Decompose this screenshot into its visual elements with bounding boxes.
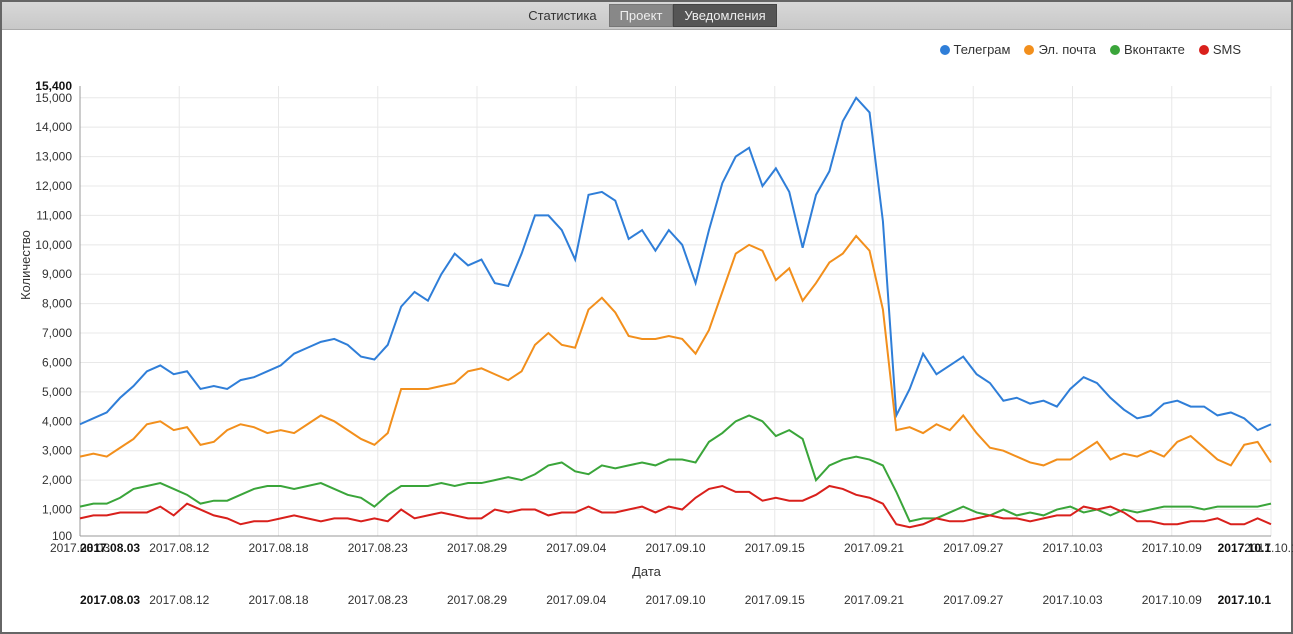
tab-notifications[interactable]: Уведомления [673,4,776,27]
x-axis-title: Дата [632,564,661,579]
svg-text:2017.08.23: 2017.08.23 [348,541,408,555]
legend-item-sms[interactable]: SMS [1199,42,1241,57]
y-axis-title: Количество [18,230,33,300]
legend-item-vk[interactable]: Вконтакте [1110,42,1185,57]
chart-svg: 1001,0002,0003,0004,0005,0006,0007,0008,… [80,86,1271,536]
legend-dot-icon [1110,45,1120,55]
svg-text:7,000: 7,000 [42,326,72,340]
svg-text:2017.08.12: 2017.08.12 [149,593,209,607]
secondary-x-axis: 2017.08.03 2017.08.12 2017.08.18 2017.08.23… [80,590,1271,610]
svg-text:3,000: 3,000 [42,444,72,458]
svg-text:2017.09.10: 2017.09.10 [645,541,705,555]
legend-item-telegram[interactable]: Телеграм [940,42,1011,57]
top-bar: Статистика Проект Уведомления [2,2,1291,30]
svg-text:2017.08.29: 2017.08.29 [447,593,507,607]
svg-text:2017.09.21: 2017.09.21 [844,593,904,607]
svg-text:15,400: 15,400 [35,79,72,93]
svg-text:2017.10.03: 2017.10.03 [1042,541,1102,555]
svg-text:2017.08.12: 2017.08.12 [149,541,209,555]
svg-text:14,000: 14,000 [35,120,72,134]
svg-text:4,000: 4,000 [42,414,72,428]
svg-text:2017.08.18: 2017.08.18 [248,541,308,555]
svg-text:2017.08.03: 2017.08.03 [80,541,140,555]
svg-text:2017.10.1: 2017.10.1 [1218,541,1272,555]
svg-text:2017.09.27: 2017.09.27 [943,541,1003,555]
legend-label: SMS [1213,42,1241,57]
legend-dot-icon [940,45,950,55]
svg-text:10,000: 10,000 [35,238,72,252]
legend-item-email[interactable]: Эл. почта [1024,42,1096,57]
svg-text:2017.09.21: 2017.09.21 [844,541,904,555]
svg-text:12,000: 12,000 [35,179,72,193]
svg-text:2017.09.04: 2017.09.04 [546,541,606,555]
svg-text:2017.09.15: 2017.09.15 [745,541,805,555]
svg-text:2017.10.09: 2017.10.09 [1142,541,1202,555]
svg-text:2017.08.18: 2017.08.18 [248,593,308,607]
legend: Телеграм Эл. почта Вконтакте SMS [940,42,1242,57]
legend-dot-icon [1199,45,1209,55]
svg-text:5,000: 5,000 [42,385,72,399]
svg-text:2017.09.04: 2017.09.04 [546,593,606,607]
svg-text:11,000: 11,000 [36,208,72,222]
svg-text:2017.08.23: 2017.08.23 [348,593,408,607]
legend-label: Вконтакте [1124,42,1185,57]
svg-text:1,000: 1,000 [42,503,72,517]
chart-container: Телеграм Эл. почта Вконтакте SMS Количес… [2,30,1291,632]
plot-area: 1001,0002,0003,0004,0005,0006,0007,0008,… [80,86,1271,536]
svg-text:2017.10.03: 2017.10.03 [1042,593,1102,607]
tab-project[interactable]: Проект [609,4,674,27]
secondary-x-svg: 2017.08.03 2017.08.12 2017.08.18 2017.08.23… [80,590,1271,620]
svg-text:2,000: 2,000 [42,473,72,487]
svg-text:8,000: 8,000 [42,297,72,311]
svg-text:2017.09.15: 2017.09.15 [745,593,805,607]
legend-label: Телеграм [954,42,1011,57]
svg-text:9,000: 9,000 [42,267,72,281]
svg-text:2017.08.03: 2017.08.03 [80,593,140,607]
legend-dot-icon [1024,45,1034,55]
stats-label: Статистика [516,8,608,23]
svg-text:2017.10.1: 2017.10.1 [1218,593,1272,607]
legend-label: Эл. почта [1038,42,1096,57]
svg-text:2017.08.29: 2017.08.29 [447,541,507,555]
svg-text:2017.09.10: 2017.09.10 [645,593,705,607]
svg-text:6,000: 6,000 [42,355,72,369]
svg-text:2017.09.27: 2017.09.27 [943,593,1003,607]
svg-text:2017.10.09: 2017.10.09 [1142,593,1202,607]
svg-text:13,000: 13,000 [35,150,72,164]
